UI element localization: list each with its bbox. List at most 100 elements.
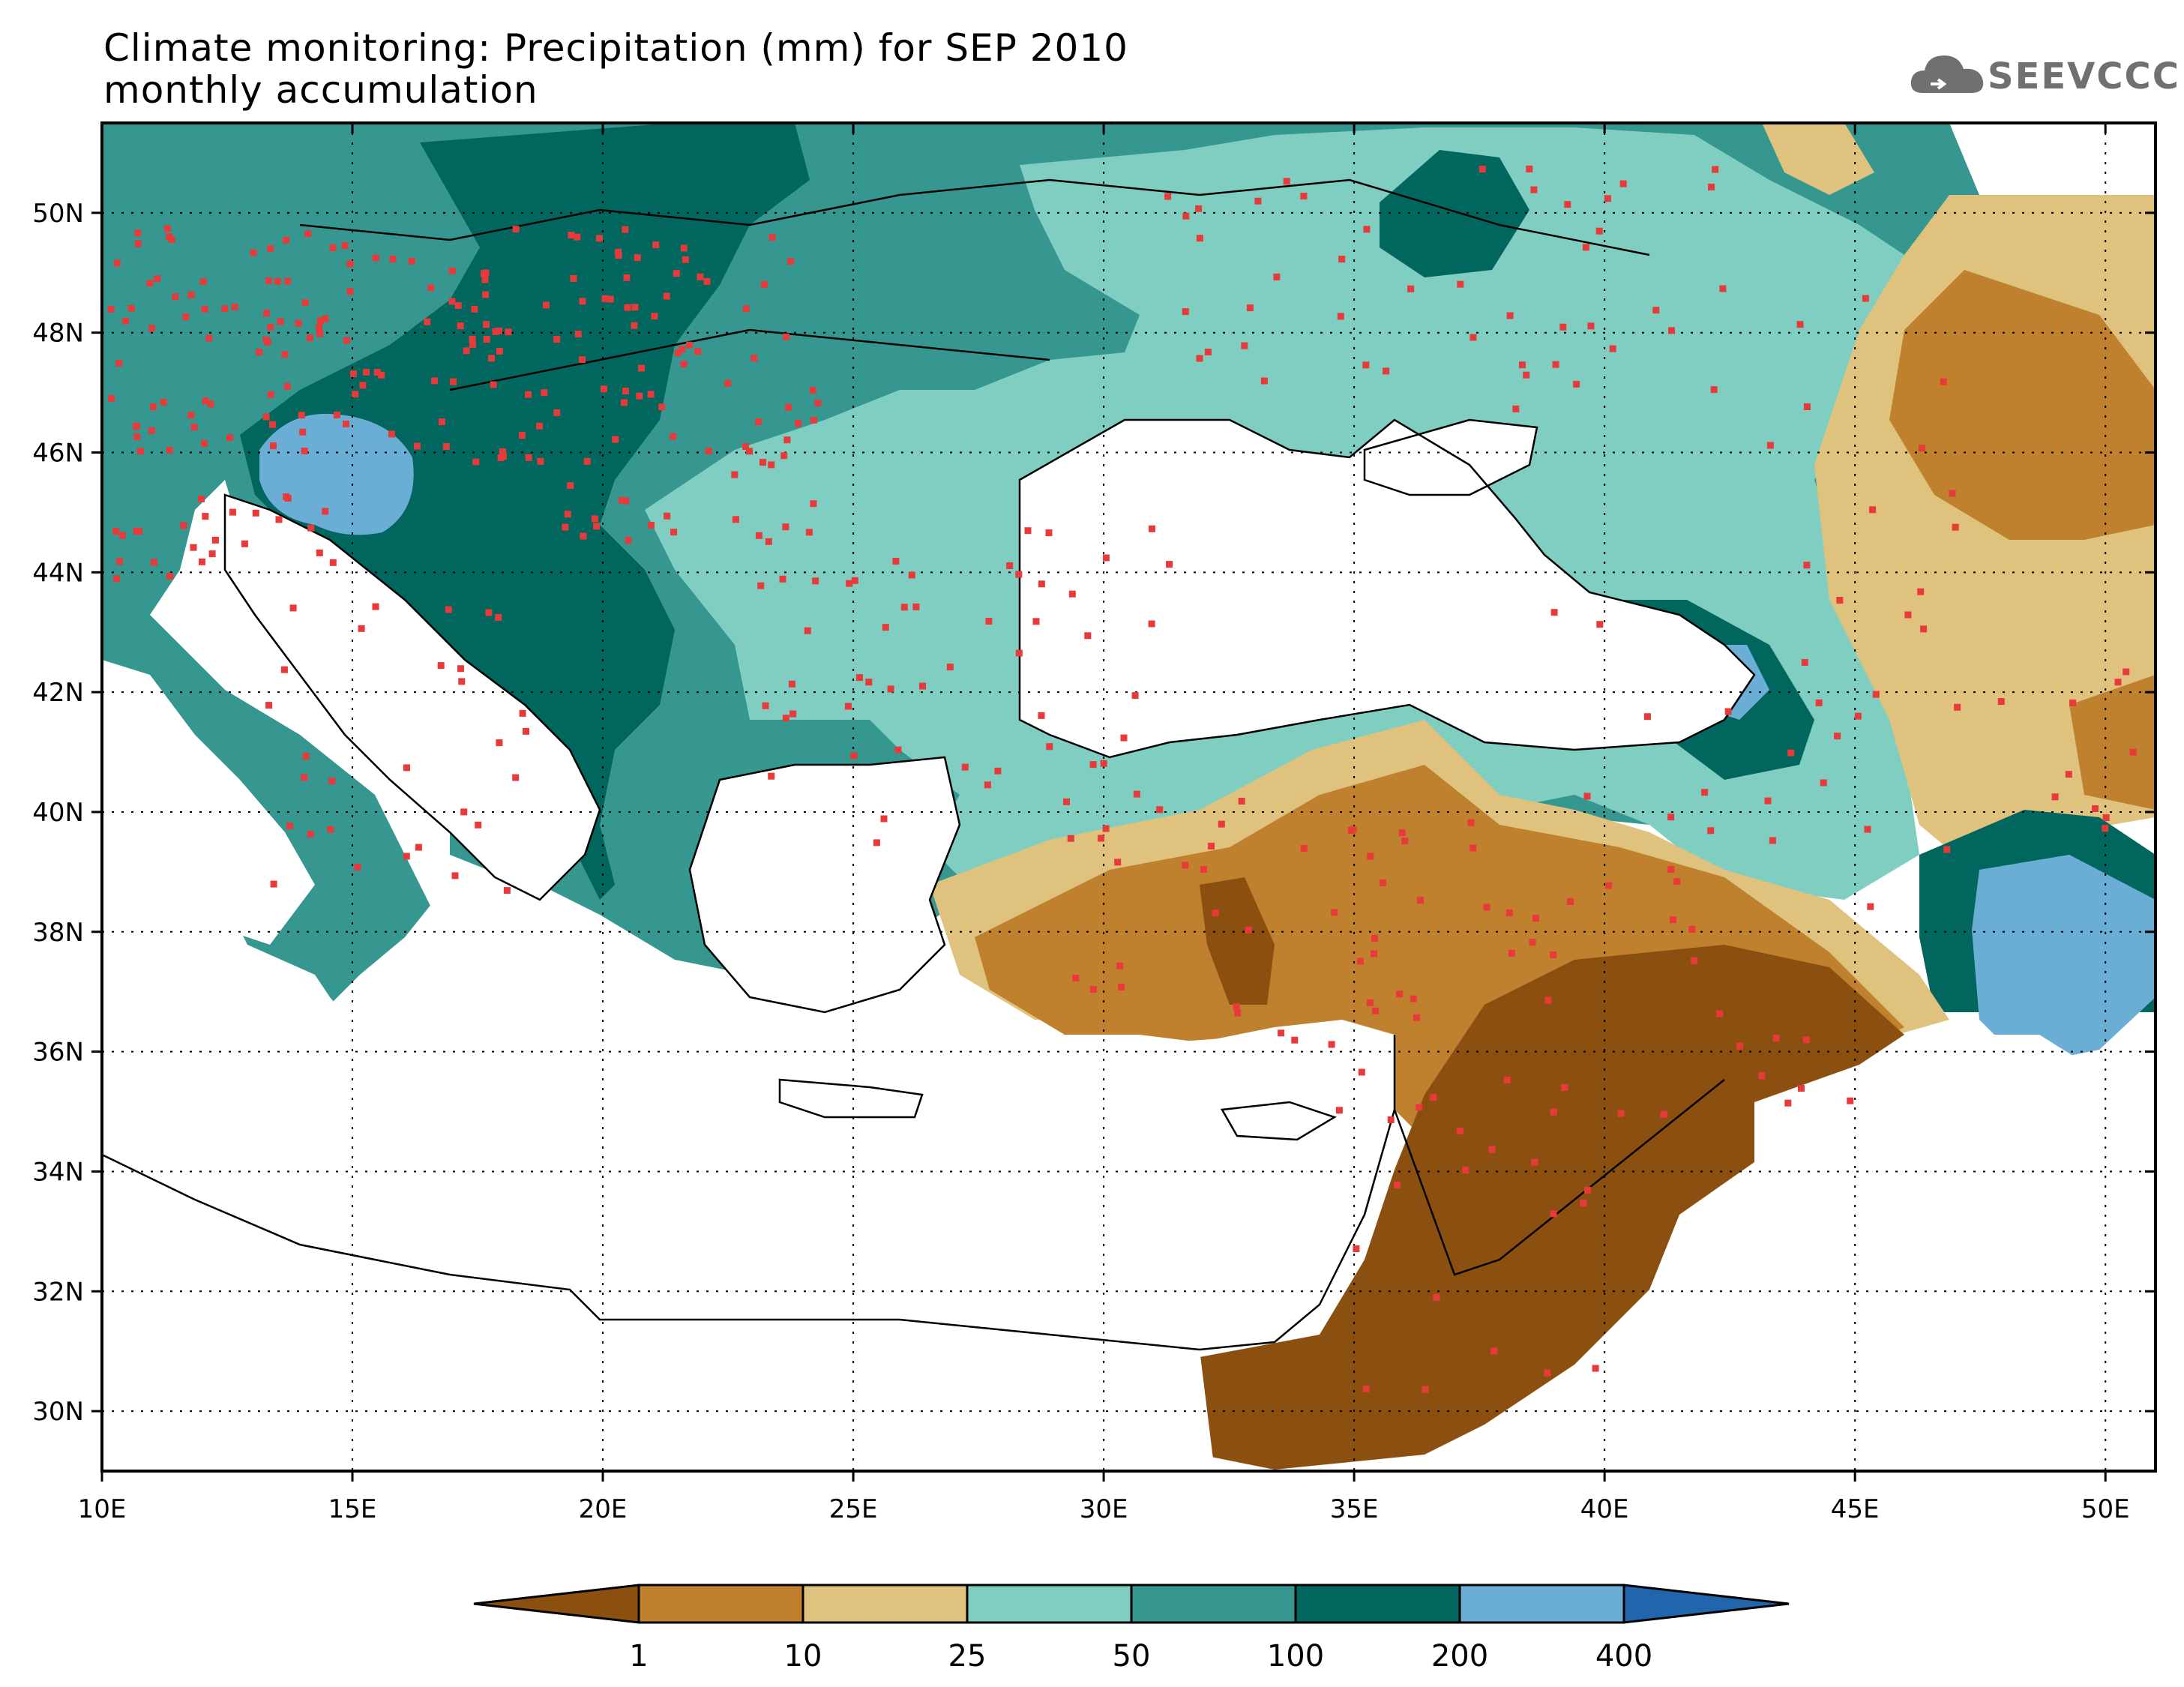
station-marker (1724, 708, 1732, 715)
station-marker (732, 516, 739, 523)
station-marker (1716, 1010, 1724, 1017)
station-marker (1212, 909, 1219, 917)
station-marker (150, 403, 157, 410)
adriatic-coast (223, 493, 601, 901)
station-marker (622, 388, 629, 394)
station-marker (1643, 713, 1651, 721)
station-marker (809, 387, 816, 394)
station-marker (359, 382, 367, 389)
x-tick-label: 30E (1080, 1494, 1128, 1524)
y-tick-label: 32N (32, 1277, 84, 1307)
station-marker (703, 277, 711, 285)
station-marker (1348, 827, 1355, 834)
station-marker (1245, 926, 1252, 933)
station-marker (442, 443, 450, 450)
station-marker (1652, 307, 1660, 314)
station-marker (496, 327, 502, 334)
station-marker (782, 715, 789, 722)
station-marker (431, 377, 439, 385)
station-marker (1596, 621, 1604, 628)
station-marker (307, 334, 313, 342)
station-marker (322, 315, 329, 322)
crete-coast (778, 1078, 924, 1119)
station-marker (1032, 618, 1040, 625)
station-marker (472, 458, 480, 466)
station-marker (437, 662, 445, 670)
station-marker (1707, 827, 1715, 835)
station-marker (1949, 490, 1956, 497)
station-marker (1254, 197, 1262, 205)
station-marker (810, 500, 817, 508)
station-marker (1046, 743, 1053, 751)
station-marker (579, 298, 586, 305)
station-marker (267, 391, 274, 398)
station-marker (241, 540, 248, 547)
station-marker (673, 270, 680, 277)
station-marker (1561, 1084, 1568, 1091)
station-marker (448, 267, 456, 274)
station-marker (612, 436, 619, 443)
station-marker (768, 234, 776, 241)
station-marker (567, 482, 574, 490)
station-marker (1120, 734, 1128, 742)
station-marker (262, 413, 270, 421)
station-marker (1940, 378, 1947, 385)
station-marker (658, 403, 666, 411)
station-marker (457, 322, 464, 330)
station-marker (1338, 256, 1346, 263)
station-marker (403, 852, 410, 860)
station-marker (485, 609, 493, 616)
station-marker (795, 420, 802, 427)
station-marker (1156, 806, 1164, 814)
station-marker (463, 347, 470, 355)
station-marker (1584, 1186, 1592, 1194)
station-marker (1544, 1369, 1551, 1377)
station-marker (596, 235, 603, 242)
station-marker (1719, 285, 1727, 292)
station-marker (316, 330, 323, 337)
station-marker (180, 522, 187, 529)
station-marker (270, 442, 277, 450)
station-marker (525, 391, 532, 398)
precip-200-400-iran (1972, 855, 2156, 1065)
station-marker (1379, 879, 1386, 886)
station-marker (912, 603, 920, 610)
station-marker (1006, 562, 1014, 569)
station-marker (812, 577, 819, 585)
station-marker (892, 558, 900, 565)
station-marker (226, 434, 234, 442)
station-marker (1089, 986, 1097, 993)
station-marker (482, 291, 490, 298)
station-marker (1532, 915, 1539, 922)
station-marker (900, 604, 908, 611)
station-marker (127, 304, 135, 312)
station-marker (424, 318, 431, 325)
colorbar-label: 200 (1431, 1639, 1488, 1674)
station-marker (363, 368, 370, 376)
station-marker (2123, 668, 2130, 676)
station-marker (1383, 367, 1390, 375)
station-marker (1508, 949, 1515, 957)
station-marker (742, 443, 749, 451)
station-marker (295, 319, 302, 327)
station-marker (1416, 1104, 1423, 1111)
station-marker (553, 336, 561, 343)
station-marker (1469, 334, 1477, 341)
station-marker (250, 249, 257, 256)
y-tick-label: 48N (32, 319, 84, 349)
station-marker (1668, 327, 1675, 334)
station-marker (1904, 611, 1912, 619)
station-marker (403, 764, 410, 772)
station-marker (638, 364, 646, 372)
station-marker (202, 397, 209, 404)
station-marker (2092, 805, 2099, 812)
y-tick-label: 40N (32, 798, 84, 828)
station-marker (205, 334, 213, 342)
station-marker (267, 323, 274, 331)
station-marker (166, 446, 173, 454)
station-marker (1182, 308, 1189, 316)
aegean-coast (688, 756, 961, 1014)
station-marker (1815, 699, 1823, 706)
station-marker (322, 508, 329, 515)
station-marker (1068, 590, 1076, 598)
